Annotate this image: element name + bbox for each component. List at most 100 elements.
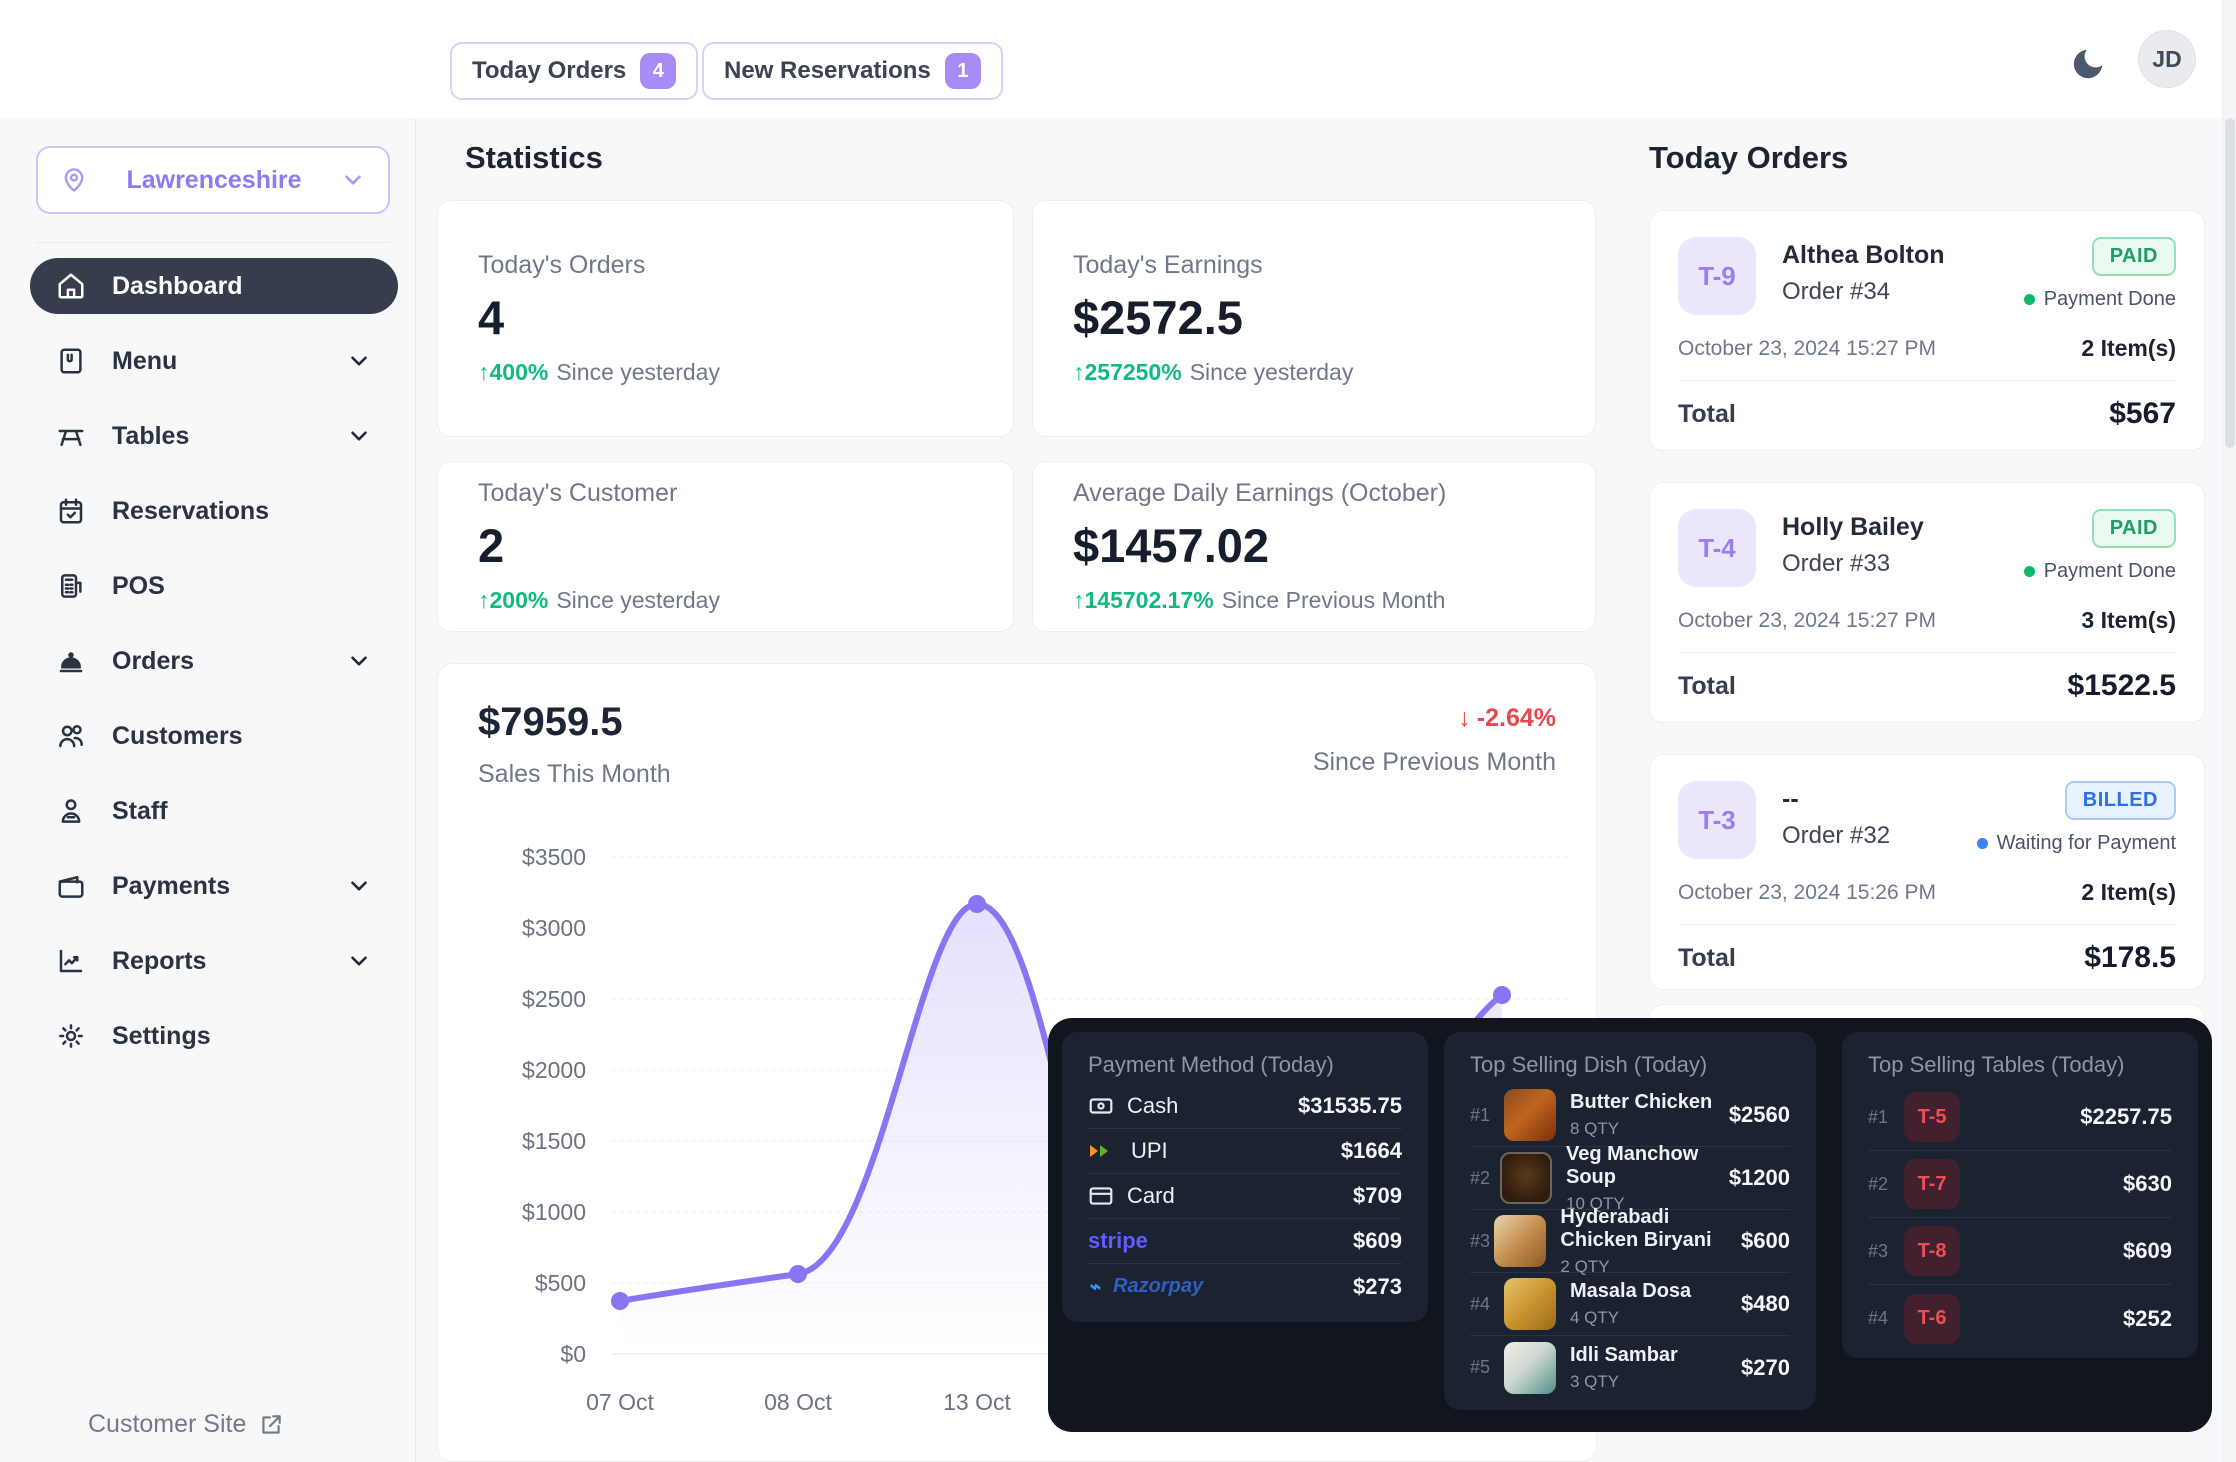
avatar-initials: JD bbox=[2152, 45, 2182, 72]
table-row: #2 T-7 $630 bbox=[1868, 1151, 2172, 1218]
dish-photo bbox=[1504, 1341, 1556, 1394]
y-tick: $3000 bbox=[522, 915, 586, 941]
sidebar-item-tables[interactable]: Tables bbox=[30, 408, 398, 464]
rank-label: #3 bbox=[1868, 1240, 1889, 1261]
stat-label: Average Daily Earnings (October) bbox=[1073, 479, 1447, 507]
order-datetime: October 23, 2024 15:27 PM bbox=[1678, 608, 1936, 632]
cash-icon bbox=[1089, 1098, 1113, 1114]
up-arrow-icon: ↑ bbox=[478, 359, 490, 385]
upi-logo-icon bbox=[1090, 1145, 1108, 1157]
stat-card-todays-earnings: Today's Earnings $2572.5 ↑257250% Since … bbox=[1032, 200, 1596, 437]
scrollbar-thumb[interactable] bbox=[2225, 118, 2235, 448]
stat-card-todays-customer: Today's Customer 2 ↑200% Since yesterday bbox=[437, 461, 1014, 632]
payment-amount: $709 bbox=[1353, 1183, 1402, 1208]
table-amount: $630 bbox=[2123, 1171, 2172, 1196]
razorpay-bolt-icon: ⌁ bbox=[1088, 1276, 1101, 1298]
sidebar-item-pos[interactable]: POS bbox=[30, 558, 398, 614]
rank-label: #2 bbox=[1470, 1167, 1491, 1188]
menu-book-icon bbox=[60, 348, 82, 374]
up-arrow-icon: ↑ bbox=[1073, 587, 1085, 613]
y-tick: $3500 bbox=[522, 844, 586, 870]
sidebar-item-orders[interactable]: Orders bbox=[30, 633, 398, 689]
user-avatar[interactable]: JD bbox=[2138, 30, 2196, 88]
customer-site-link[interactable]: Customer Site bbox=[88, 1410, 284, 1439]
payment-method-name: Card bbox=[1127, 1183, 1175, 1208]
total-label: Total bbox=[1678, 671, 1736, 700]
sidebar-item-reservations[interactable]: Reservations bbox=[30, 483, 398, 539]
order-card[interactable]: T-3 -- Order #32 BILLED Waiting for Paym… bbox=[1649, 754, 2205, 990]
x-tick: 07 Oct bbox=[586, 1389, 654, 1415]
y-tick: $1000 bbox=[522, 1199, 586, 1225]
divider bbox=[1678, 652, 2176, 653]
dark-mode-toggle[interactable] bbox=[2062, 38, 2114, 90]
sidebar-item-customers[interactable]: Customers bbox=[30, 708, 398, 764]
order-total: $178.5 bbox=[2084, 941, 2176, 974]
sidebar-item-label: Orders bbox=[112, 646, 194, 675]
data-point bbox=[968, 895, 986, 913]
order-number: Order #34 bbox=[1782, 278, 1891, 305]
table-row: #1 T-5 $2257.75 bbox=[1868, 1084, 2172, 1151]
chevron-down-icon bbox=[351, 881, 367, 891]
status-dot-icon bbox=[1976, 838, 1988, 849]
rank-label: #4 bbox=[1868, 1308, 1889, 1328]
table-badge: T-7 bbox=[1904, 1159, 1960, 1209]
payment-row: Card $709 bbox=[1088, 1174, 1402, 1219]
payment-amount: $31535.75 bbox=[1298, 1093, 1402, 1118]
order-card[interactable]: T-9 Althea Bolton Order #34 PAID Payment… bbox=[1649, 210, 2205, 451]
y-tick: $2000 bbox=[522, 1057, 586, 1083]
new-reservations-button[interactable]: New Reservations 1 bbox=[702, 42, 1003, 100]
rank-label: #1 bbox=[1868, 1106, 1889, 1127]
today-orders-button[interactable]: Today Orders 4 bbox=[450, 42, 699, 100]
status-note: Waiting for Payment bbox=[1976, 832, 2176, 855]
location-pin-icon bbox=[64, 168, 84, 192]
payment-row: ⌁ Razorpay $273 bbox=[1088, 1264, 1402, 1309]
dish-photo bbox=[1504, 1089, 1556, 1141]
y-tick: $0 bbox=[560, 1341, 586, 1367]
down-arrow-icon: ↓ bbox=[1458, 704, 1471, 732]
calendar-check-icon bbox=[59, 498, 83, 524]
stat-card-average-daily-earnings: Average Daily Earnings (October) $1457.0… bbox=[1032, 461, 1596, 632]
payment-amount: $609 bbox=[1353, 1228, 1402, 1253]
order-items-count: 3 Item(s) bbox=[2081, 607, 2176, 633]
location-selector[interactable]: Lawrenceshire bbox=[36, 146, 390, 214]
wallet-icon bbox=[58, 876, 84, 898]
moon-icon bbox=[2073, 49, 2103, 79]
order-datetime: October 23, 2024 15:26 PM bbox=[1678, 880, 1936, 904]
staff-person-icon bbox=[61, 799, 81, 823]
stat-delta: ↑145702.17% Since Previous Month bbox=[1073, 587, 1446, 613]
insights-overlay: Payment Method (Today) Cash $31535.75 UP… bbox=[1048, 1018, 2212, 1432]
stripe-logo: stripe bbox=[1088, 1228, 1148, 1253]
dish-name: Idli Sambar bbox=[1570, 1343, 1678, 1366]
stat-label: Today's Orders bbox=[478, 251, 646, 279]
razorpay-logo: Razorpay bbox=[1113, 1275, 1204, 1297]
table-row: #4 T-6 $252 bbox=[1868, 1285, 2172, 1352]
order-card[interactable]: T-4 Holly Bailey Order #33 PAID Payment … bbox=[1649, 482, 2205, 723]
sales-delta: ↓ -2.64% bbox=[1458, 704, 1556, 732]
stat-card-todays-orders: Today's Orders 4 ↑400% Since yesterday bbox=[437, 200, 1014, 437]
sidebar-item-staff[interactable]: Staff bbox=[30, 783, 398, 839]
dish-photo bbox=[1504, 1278, 1556, 1330]
customer-name: Holly Bailey bbox=[1782, 513, 1924, 541]
stat-delta: ↑200% Since yesterday bbox=[478, 587, 720, 613]
status-dot-icon bbox=[2023, 294, 2035, 305]
sidebar-item-settings[interactable]: Settings bbox=[30, 1008, 398, 1064]
sidebar-item-dashboard[interactable]: Dashboard bbox=[30, 258, 398, 314]
sidebar-item-reports[interactable]: Reports bbox=[30, 933, 398, 989]
dish-amount: $2560 bbox=[1728, 1102, 1790, 1127]
total-label: Total bbox=[1678, 943, 1736, 972]
sales-total: $7959.5 bbox=[478, 700, 623, 744]
today-orders-title: Today Orders bbox=[1649, 140, 1849, 175]
sidebar-item-menu[interactable]: Menu bbox=[30, 333, 398, 389]
new-reservations-count-badge: 1 bbox=[944, 53, 981, 89]
customer-name: Althea Bolton bbox=[1782, 241, 1945, 269]
sidebar-item-payments[interactable]: Payments bbox=[30, 858, 398, 914]
scrollbar-track[interactable] bbox=[2222, 0, 2236, 1462]
today-orders-button-label: Today Orders bbox=[472, 57, 627, 84]
x-tick: 13 Oct bbox=[943, 1389, 1011, 1415]
location-label: Lawrenceshire bbox=[126, 165, 302, 194]
divider bbox=[1678, 924, 2176, 925]
statistics-title: Statistics bbox=[465, 140, 603, 175]
sidebar-item-label: Reports bbox=[112, 946, 207, 975]
reports-chart-icon bbox=[59, 949, 83, 973]
y-tick: $500 bbox=[535, 1270, 586, 1296]
